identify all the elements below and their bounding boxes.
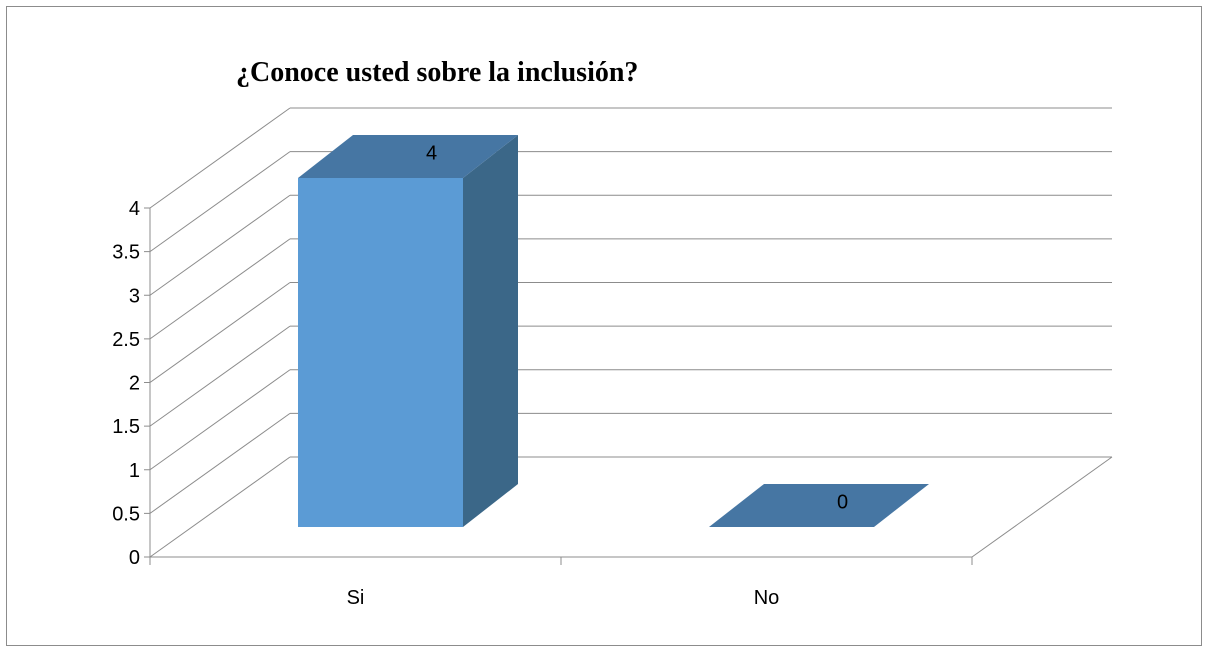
grid-layer bbox=[149, 107, 1113, 558]
gridline-side bbox=[149, 282, 291, 383]
x-category-label: Si bbox=[347, 587, 365, 609]
chart-title: ¿Conoce usted sobre la inclusión? bbox=[236, 57, 638, 88]
y-tick-label: 2 bbox=[129, 373, 140, 395]
gridline-side bbox=[149, 325, 291, 427]
gridline-side bbox=[149, 412, 291, 514]
y-tick-label: 1.5 bbox=[112, 416, 140, 438]
y-tick-label: 1 bbox=[129, 460, 140, 482]
bar-layer bbox=[298, 135, 929, 527]
floor-right-edge bbox=[971, 456, 1113, 558]
bar-top-face bbox=[709, 484, 929, 527]
gridline-side bbox=[149, 456, 291, 558]
label-layer: 40 bbox=[426, 143, 848, 514]
y-tick-label: 0 bbox=[129, 547, 140, 569]
y-tick-label: 0.5 bbox=[112, 503, 140, 525]
gridline-side bbox=[149, 238, 291, 340]
bar-data-label: 4 bbox=[426, 143, 437, 165]
bar-side-face bbox=[463, 135, 518, 527]
y-tick-label: 4 bbox=[129, 198, 140, 220]
gridline-side bbox=[149, 194, 291, 296]
chart-canvas: ¿Conoce usted sobre la inclusión? 0 0.5 1 1… bbox=[112, 57, 1113, 609]
bar-top-face bbox=[298, 135, 518, 178]
y-tick-label: 3 bbox=[129, 285, 140, 307]
x-category-label: No bbox=[754, 587, 780, 609]
y-tick-label: 3.5 bbox=[112, 242, 140, 264]
gridline-side bbox=[149, 369, 291, 471]
axis-layer: 0 0.5 1 1.5 2 2.5 3 3.5 4 Si No bbox=[112, 198, 973, 609]
gridline-side bbox=[149, 107, 291, 209]
gridline-side bbox=[149, 151, 291, 253]
y-tick-label: 2.5 bbox=[112, 329, 140, 351]
bar-data-label: 0 bbox=[837, 492, 848, 514]
bar bbox=[298, 135, 518, 527]
bar-front-face bbox=[298, 178, 463, 527]
bar bbox=[709, 484, 929, 527]
